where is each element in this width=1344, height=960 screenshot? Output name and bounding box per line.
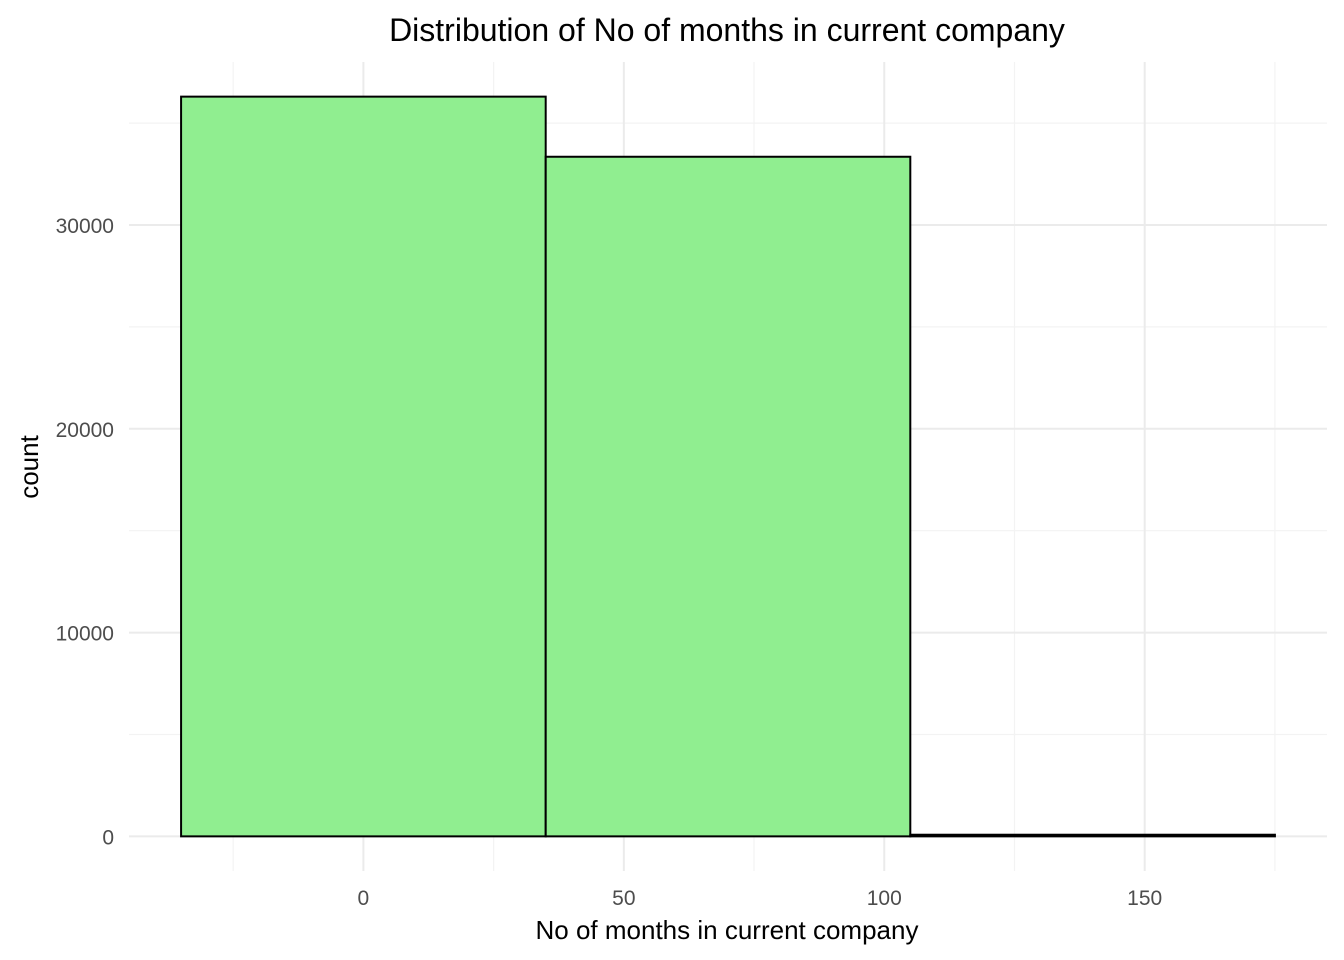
histogram-bars bbox=[180, 95, 1276, 838]
x-tick-label: 50 bbox=[612, 887, 635, 910]
y-tick-label: 30000 bbox=[56, 215, 114, 238]
y-axis-ticks: 0 10000 20000 30000 bbox=[56, 215, 114, 849]
histogram-bar bbox=[180, 95, 547, 838]
y-axis-title: count bbox=[14, 434, 44, 498]
y-tick-label: 20000 bbox=[56, 419, 114, 442]
y-tick-label: 10000 bbox=[56, 623, 114, 646]
histogram-bar bbox=[909, 833, 1276, 838]
x-axis-title: No of months in current company bbox=[536, 915, 919, 945]
x-tick-label: 100 bbox=[867, 887, 902, 910]
histogram-bar bbox=[544, 155, 912, 838]
chart-title: Distribution of No of months in current … bbox=[389, 12, 1065, 48]
x-tick-label: 0 bbox=[358, 887, 370, 910]
x-tick-label: 150 bbox=[1127, 887, 1162, 910]
x-axis-ticks: 0 50 100 150 bbox=[358, 887, 1163, 910]
y-tick-label: 0 bbox=[102, 826, 114, 849]
